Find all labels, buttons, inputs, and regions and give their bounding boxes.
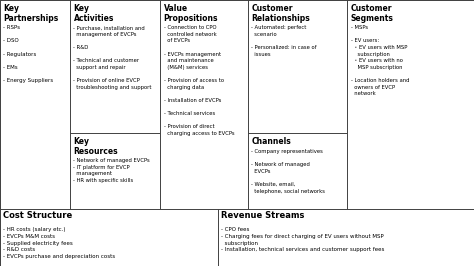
Text: Key
Resources: Key Resources — [73, 137, 118, 156]
Text: Channels: Channels — [251, 137, 291, 146]
Bar — [347, 0, 474, 209]
Text: Key
Partnerships: Key Partnerships — [3, 4, 59, 23]
Bar — [160, 0, 248, 209]
Text: Customer
Segments: Customer Segments — [351, 4, 393, 23]
Text: - Purchase, installation and
  management of EVCPs

- R&D

- Technical and custo: - Purchase, installation and management … — [73, 25, 152, 90]
Text: - CPO fees
- Charging fees for direct charging of EV users without MSP
  subscri: - CPO fees - Charging fees for direct ch… — [221, 227, 385, 252]
Bar — [70, 133, 160, 209]
Text: - MSPs

- EV users:
  ◦ EV users with MSP
    subscription
  ◦ EV users with no
: - MSPs - EV users: ◦ EV users with MSP s… — [351, 25, 409, 96]
Text: - RSPs

- DSO

- Regulators

- EMs

- Energy Suppliers: - RSPs - DSO - Regulators - EMs - Energy… — [3, 25, 54, 83]
Text: - Automated: perfect
  scenario

- Personalized: in case of
  issues: - Automated: perfect scenario - Personal… — [251, 25, 317, 57]
Text: Cost Structure: Cost Structure — [3, 211, 73, 221]
Text: - HR costs (salary etc.)
- EVCPs M&M costs
- Supplied electricity fees
- R&D cos: - HR costs (salary etc.) - EVCPs M&M cos… — [3, 227, 116, 259]
Text: Value
Propositions: Value Propositions — [164, 4, 218, 23]
Bar — [0, 209, 218, 266]
Text: Key
Activities: Key Activities — [73, 4, 114, 23]
Bar — [70, 0, 160, 133]
Bar — [0, 0, 70, 209]
Text: Customer
Relationships: Customer Relationships — [251, 4, 310, 23]
Text: - Network of managed EVCPs
- IT platform for EVCP
  management
- HR with specifi: - Network of managed EVCPs - IT platform… — [73, 158, 150, 183]
Text: - Company representatives

- Network of managed
  EVCPs

- Website, email,
  tel: - Company representatives - Network of m… — [251, 149, 325, 194]
Bar — [248, 0, 347, 133]
Bar — [218, 209, 474, 266]
Text: - Connection to CPO
  controlled network
  of EVCPs

- EVCPs management
  and ma: - Connection to CPO controlled network o… — [164, 25, 234, 136]
Text: Revenue Streams: Revenue Streams — [221, 211, 305, 221]
Bar — [248, 133, 347, 209]
